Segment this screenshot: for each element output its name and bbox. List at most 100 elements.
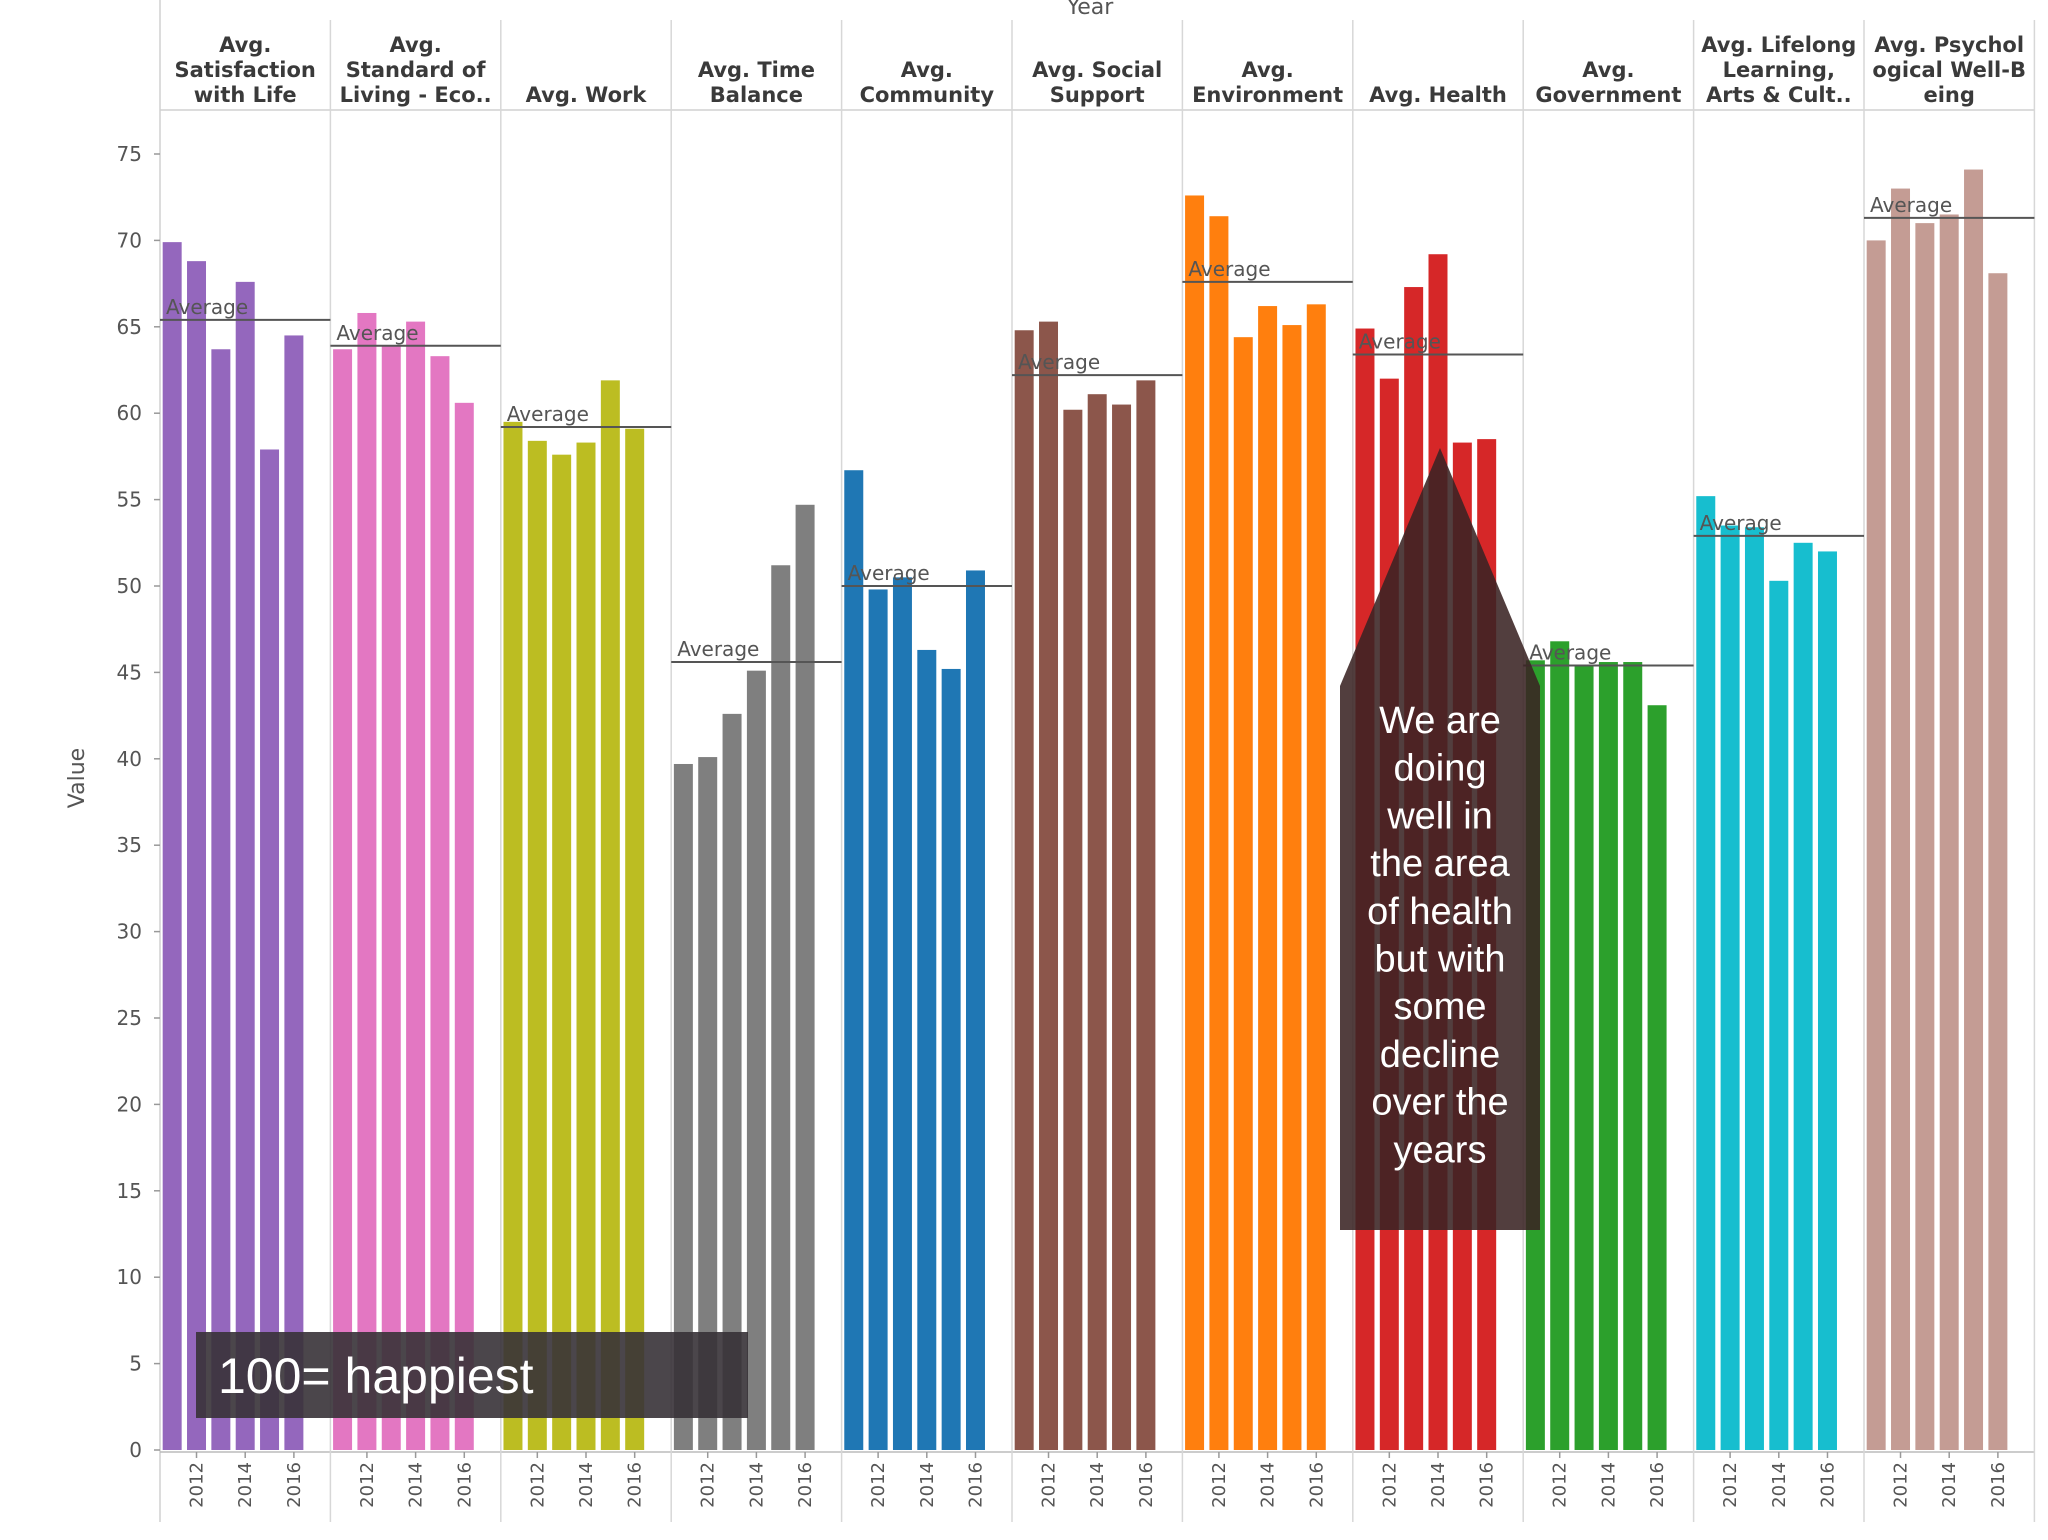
- bar: [235, 281, 255, 1450]
- facet-title: Satisfaction: [174, 58, 315, 82]
- bar: [1014, 330, 1034, 1451]
- y-tick-label: 0: [129, 1438, 142, 1462]
- callout-line: well in: [1386, 795, 1493, 837]
- bar: [1282, 325, 1302, 1450]
- facet-title: Avg. Health: [1369, 83, 1507, 107]
- facet-title: Avg. Lifelong: [1701, 33, 1856, 57]
- x-tick-label: 2014: [746, 1462, 767, 1508]
- bar: [1087, 394, 1107, 1450]
- facet-title: Government: [1535, 83, 1681, 107]
- callout-line: We are: [1379, 700, 1501, 742]
- x-tick-label: 2014: [406, 1462, 427, 1508]
- bars-layer: [162, 169, 2008, 1451]
- y-tick-label: 10: [117, 1265, 142, 1289]
- callout-line: doing: [1394, 748, 1487, 790]
- facet-title: Standard of: [346, 58, 487, 82]
- note-box: [196, 1332, 748, 1418]
- x-tick-label: 2016: [625, 1462, 646, 1508]
- facet-title: Avg. Work: [526, 83, 648, 107]
- facet-title: Avg. Social: [1032, 58, 1162, 82]
- average-label: Average: [1529, 640, 1611, 664]
- bar: [357, 312, 377, 1450]
- health-callout: We are doing well in the area of health but w…: [1340, 448, 1540, 1230]
- facet-title: Arts & Cult..: [1706, 83, 1852, 107]
- bar: [1209, 216, 1229, 1450]
- bar: [1769, 580, 1789, 1450]
- column-header: Year: [1066, 0, 1115, 20]
- bar: [333, 349, 353, 1450]
- average-label: Average: [1359, 329, 1441, 353]
- bar: [430, 356, 450, 1450]
- callout-line: of health: [1367, 891, 1513, 933]
- bar: [722, 713, 742, 1450]
- x-tick-label: 2016: [1817, 1462, 1838, 1508]
- average-label: Average: [336, 321, 418, 345]
- x-tick-label: 2012: [527, 1462, 548, 1508]
- facet-title: Avg. Psychol: [1874, 33, 2024, 57]
- bar: [454, 402, 474, 1450]
- bar: [1136, 380, 1156, 1450]
- bar: [1623, 662, 1643, 1450]
- bar: [917, 649, 937, 1450]
- callout-line: decline: [1380, 1034, 1500, 1076]
- x-tick-label: 2012: [357, 1462, 378, 1508]
- y-tick-label: 30: [117, 920, 142, 944]
- bar: [1744, 527, 1764, 1450]
- bar: [211, 349, 231, 1450]
- bar: [892, 577, 912, 1450]
- facet-title: Avg.: [1582, 58, 1634, 82]
- scale-note: 100= happiest: [196, 1332, 748, 1418]
- note-text: 100= happiest: [218, 1348, 534, 1404]
- bar: [795, 504, 815, 1450]
- bar: [600, 380, 620, 1450]
- x-tick-label: 2014: [235, 1462, 256, 1508]
- bar: [1939, 214, 1959, 1451]
- facet-title: Balance: [710, 83, 803, 107]
- average-label: Average: [1700, 511, 1782, 535]
- bar: [1817, 551, 1837, 1450]
- bar: [406, 321, 426, 1451]
- facet-title: eing: [1923, 83, 1974, 107]
- y-tick-label: 65: [117, 315, 142, 339]
- bar: [844, 470, 864, 1450]
- bar: [1915, 223, 1935, 1450]
- facet-title: with Life: [194, 83, 297, 107]
- x-tick-label: 2012: [698, 1462, 719, 1508]
- y-tick-label: 70: [117, 228, 142, 252]
- bar: [1550, 641, 1570, 1450]
- callout-line: the area: [1370, 843, 1510, 885]
- average-label: Average: [507, 402, 589, 426]
- y-tick-label: 60: [117, 401, 142, 425]
- facet-title: Support: [1050, 83, 1145, 107]
- average-label: Average: [1188, 257, 1270, 281]
- bar: [771, 565, 791, 1450]
- bar: [260, 449, 280, 1450]
- x-tick-label: 2012: [187, 1462, 208, 1508]
- bar: [868, 589, 888, 1450]
- bar: [1598, 662, 1618, 1450]
- y-tick-label: 40: [117, 747, 142, 771]
- y-tick-label: 5: [129, 1352, 142, 1376]
- y-tick-label: 45: [117, 660, 142, 684]
- bar: [1574, 665, 1594, 1450]
- facet-title: Learning,: [1723, 58, 1835, 82]
- callout-line: some: [1394, 986, 1487, 1028]
- average-label: Average: [166, 295, 248, 319]
- bar: [1112, 404, 1132, 1450]
- y-tick-label: 15: [117, 1179, 142, 1203]
- bar: [381, 345, 401, 1451]
- x-tick-label: 2012: [1209, 1462, 1230, 1508]
- bar: [1964, 169, 1984, 1450]
- x-tick-label: 2016: [1647, 1462, 1668, 1508]
- bar: [552, 454, 572, 1450]
- x-tick-label: 2014: [1087, 1462, 1108, 1508]
- bar: [1039, 321, 1059, 1451]
- x-tick-label: 2014: [1258, 1462, 1279, 1508]
- x-tick-label: 2014: [1939, 1462, 1960, 1508]
- bar: [1306, 304, 1326, 1451]
- facet-title: Avg. Time: [698, 58, 815, 82]
- x-tick-label: 2012: [1379, 1462, 1400, 1508]
- bar: [1866, 240, 1886, 1450]
